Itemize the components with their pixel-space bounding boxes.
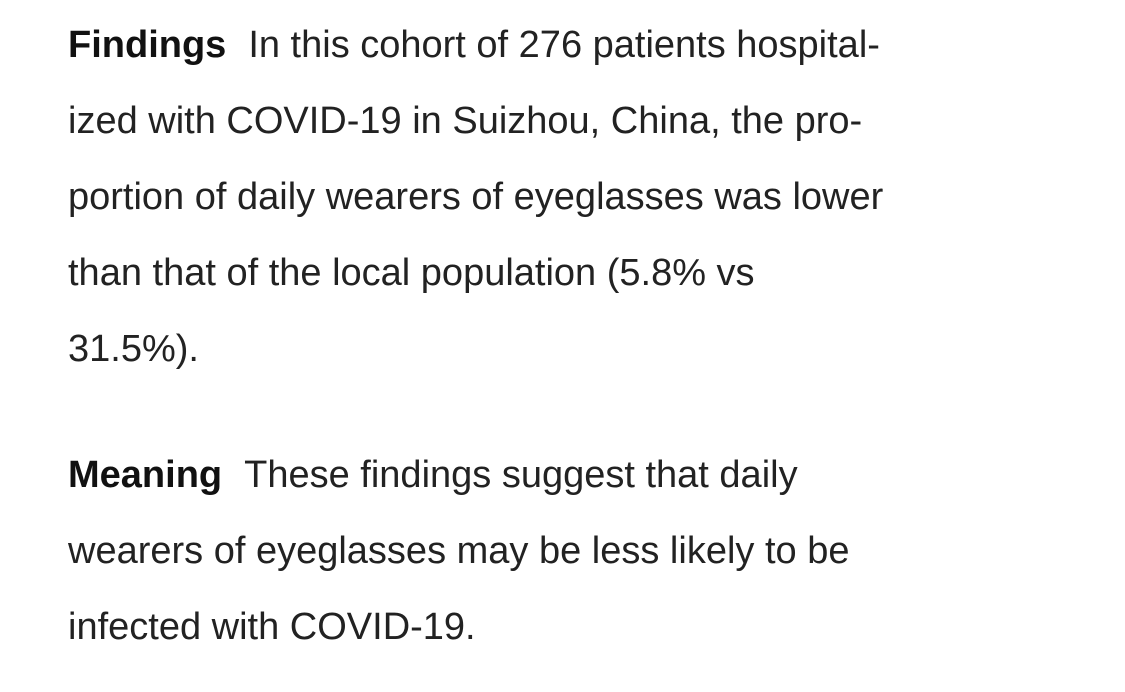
text-line-content: In this cohort of 276 patients hospital-	[248, 24, 880, 66]
paragraph-label: Meaning	[68, 454, 223, 496]
findings-paragraph: Findings In this cohort of 276 patients h…	[68, 7, 883, 387]
text-line: wearers of eyeglasses may be less likely…	[68, 530, 850, 572]
text-line: infected with COVID-19.	[68, 606, 476, 648]
meaning-paragraph: Meaning These findings suggest that daily…	[68, 437, 849, 665]
text-line: than that of the local population (5.8% …	[68, 252, 755, 294]
text-line: ized with COVID-19 in Suizhou, China, th…	[68, 100, 863, 142]
text-line: Findings In this cohort of 276 patients h…	[68, 7, 883, 83]
text-line: portion of daily wearers of eyeglasses w…	[68, 176, 884, 218]
text-line: Meaning These findings suggest that daily	[68, 437, 849, 513]
text-line-content: These findings suggest that daily	[244, 454, 798, 496]
paragraph-label: Findings	[68, 24, 227, 66]
text-line: 31.5%).	[68, 328, 199, 370]
